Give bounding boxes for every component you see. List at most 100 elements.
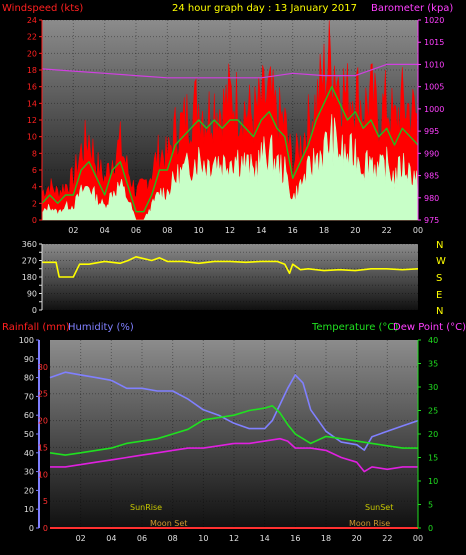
rain-ytick-label: 40: [24, 449, 34, 458]
temp-axis-title: Temperature (°C): [311, 322, 398, 333]
dewpoint-series: [50, 437, 418, 473]
humidity-series: [49, 371, 419, 451]
wind-xtick-label: 10: [194, 226, 204, 235]
wind-xtick-label: 06: [131, 226, 141, 235]
rain-ytick-label: 10: [24, 505, 34, 514]
dir-ytick-label: 270: [22, 257, 37, 266]
climate-xtick-label: 08: [168, 534, 178, 543]
baro-ytick-label: 980: [424, 194, 439, 203]
wind-ytick-label: 24: [27, 16, 37, 25]
compass-n-bottom: N: [436, 306, 443, 317]
humidity-ytick-label: 5: [43, 497, 48, 506]
baro-ytick-label: 975: [424, 216, 439, 225]
humidity-ytick-label: 30: [38, 363, 48, 372]
wind-ytick-label: 14: [27, 99, 37, 108]
direction-plot-area: [42, 244, 418, 310]
dir-ytick-label: 0: [32, 306, 37, 315]
wind-ytick-label: 6: [32, 166, 37, 175]
temp-ytick-label: 35: [428, 360, 438, 369]
baro-ytick-label: 985: [424, 172, 439, 181]
temp-ytick-label: 25: [428, 407, 438, 416]
sunset-label: SunSet: [365, 503, 393, 512]
rain-ytick-label: 30: [24, 468, 34, 477]
moonrise-label: Moon Rise: [349, 519, 390, 528]
climate-xtick-label: 00: [413, 534, 423, 543]
rain-ytick-label: 70: [24, 392, 34, 401]
wind-ytick-label: 10: [27, 133, 37, 142]
wind-xtick-label: 20: [350, 226, 360, 235]
wind-xtick-label: 18: [319, 226, 329, 235]
dir-ytick-label: 180: [22, 273, 37, 282]
wind-xtick-label: 14: [256, 226, 266, 235]
rain-axis-title: Rainfall (mm): [2, 322, 70, 333]
climate-xtick-label: 06: [137, 534, 147, 543]
compass-s: S: [436, 273, 442, 284]
baro-ytick-label: 1010: [424, 60, 444, 69]
climate-xtick-label: 14: [260, 534, 270, 543]
baro-ytick-label: 1015: [424, 38, 444, 47]
humidity-axis-title: Humidity (%): [68, 322, 134, 333]
sunrise-label: SunRise: [130, 503, 162, 512]
climate-xtick-label: 10: [198, 534, 208, 543]
wind-xtick-label: 12: [225, 226, 235, 235]
rain-ytick-label: 80: [24, 374, 34, 383]
climate-xtick-label: 02: [76, 534, 86, 543]
compass-n-top: N: [436, 240, 443, 251]
wind-xtick-label: 16: [288, 226, 298, 235]
wind-xtick-label: 22: [382, 226, 392, 235]
temperature-series: [49, 405, 418, 456]
baro-ytick-label: 995: [424, 127, 439, 136]
humidity-ytick-label: 20: [38, 417, 48, 426]
temp-ytick-label: 0: [428, 524, 433, 533]
climate-xtick-label: 12: [229, 534, 239, 543]
temp-ytick-label: 5: [428, 501, 433, 510]
wind-xtick-label: 00: [413, 226, 423, 235]
wind-avg-series: [41, 86, 419, 213]
wind-ytick-label: 0: [32, 216, 37, 225]
wind-min-series: [41, 114, 419, 221]
climate-xtick-label: 20: [352, 534, 362, 543]
climate-xtick-label: 16: [290, 534, 300, 543]
direction-series: [42, 256, 419, 278]
wind-ytick-label: 20: [27, 49, 37, 58]
wind-ytick-label: 22: [27, 33, 37, 42]
rain-ytick-label: 20: [24, 486, 34, 495]
climate-xtick-label: 22: [382, 534, 392, 543]
humidity-ytick-label: 10: [38, 470, 48, 479]
wind-xtick-label: 04: [100, 226, 110, 235]
wind-ytick-label: 2: [32, 199, 37, 208]
baro-ytick-label: 1005: [424, 83, 444, 92]
dir-ytick-label: 360: [22, 240, 37, 249]
moonset-label: Moon Set: [150, 519, 187, 528]
baro-axis-title: Barometer (kpa): [371, 3, 453, 14]
humidity-ytick-label: 0: [43, 524, 48, 533]
rain-ytick-label: 50: [24, 430, 34, 439]
dir-ytick-label: 90: [27, 290, 37, 299]
climate-xtick-label: 04: [106, 534, 116, 543]
barometer-series: [41, 63, 418, 79]
temp-ytick-label: 30: [428, 383, 438, 392]
temp-ytick-label: 40: [428, 336, 438, 345]
wind-ytick-label: 12: [27, 116, 37, 125]
rain-ytick-label: 60: [24, 411, 34, 420]
baro-ytick-label: 1000: [424, 105, 444, 114]
wind-ytick-label: 8: [32, 149, 37, 158]
rain-ytick-label: 0: [29, 524, 34, 533]
compass-e: E: [436, 290, 442, 301]
wind-ytick-label: 4: [32, 183, 37, 192]
baro-ytick-label: 1020: [424, 16, 444, 25]
wind-ytick-label: 18: [27, 66, 37, 75]
temp-ytick-label: 15: [428, 454, 438, 463]
wind-xtick-label: 02: [68, 226, 78, 235]
humidity-ytick-label: 25: [38, 390, 48, 399]
chart-title: 24 hour graph day : 13 January 2017: [172, 3, 357, 14]
humidity-ytick-label: 15: [38, 443, 48, 452]
rain-ytick-label: 100: [19, 336, 34, 345]
climate-xtick-label: 18: [321, 534, 331, 543]
wind-xtick-label: 08: [162, 226, 172, 235]
temp-ytick-label: 20: [428, 430, 438, 439]
dew-axis-title: Dew Point (°C): [393, 322, 466, 333]
climate-plot-area: [50, 340, 418, 528]
compass-w: W: [436, 256, 446, 267]
